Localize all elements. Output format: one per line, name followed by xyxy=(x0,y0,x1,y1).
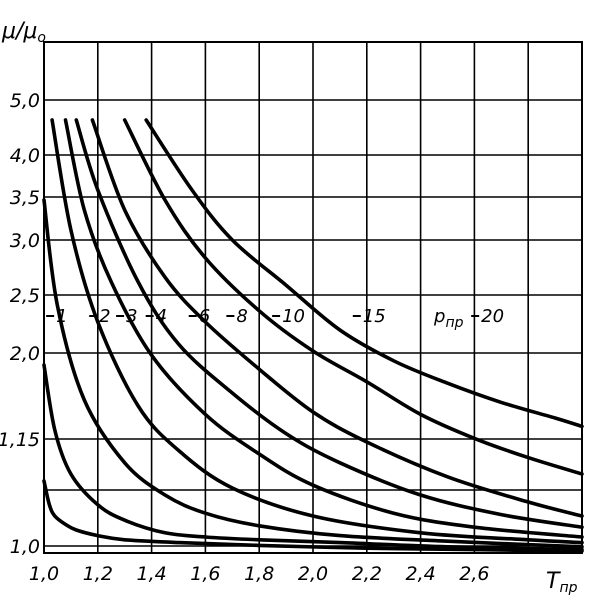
x-tick-label: 1,0 xyxy=(29,563,59,585)
series-label-15: 15 xyxy=(363,306,386,327)
series-line-1 xyxy=(42,479,584,553)
x-tick-label: 2,0 xyxy=(298,563,328,585)
x-axis-label: T xyxy=(546,569,561,594)
y-tick-label: 4,0 xyxy=(10,145,40,167)
series-line-15 xyxy=(122,118,584,476)
y-tick-label: 1,0 xyxy=(10,536,40,558)
y-axis-label: μ/μ xyxy=(1,19,37,44)
svg-text:pпр: pпр xyxy=(433,306,464,331)
y-axis-label-subscript: o xyxy=(37,30,46,46)
x-tick-label: 1,8 xyxy=(244,563,274,585)
y-tick-label: 3,5 xyxy=(10,187,40,209)
plot-frame xyxy=(43,41,583,554)
y-tick-label: 2,5 xyxy=(10,285,40,307)
x-tick-label: 1,2 xyxy=(83,563,113,585)
series-label-2: 2 xyxy=(99,306,110,327)
series-label-8: 8 xyxy=(236,306,247,327)
x-tick-label: 2,4 xyxy=(405,563,435,585)
curves xyxy=(42,118,584,553)
x-tick-label: 1,6 xyxy=(190,563,220,585)
tick-labels: 1,0 1,2 1,4 1,6 1,8 2,0 2,2 2,4 2,6 1,0 1,15 2,0 2,5… xyxy=(0,90,490,585)
series-line-20 xyxy=(144,118,584,429)
y-tick-label: 2,0 xyxy=(10,343,40,365)
series-line-4 xyxy=(50,118,584,545)
series-line-6 xyxy=(63,118,584,539)
series-label-4: 4 xyxy=(156,306,167,327)
series-label-1: 1 xyxy=(56,306,67,327)
svg-text:Tпр: Tпр xyxy=(546,569,578,596)
x-axis-title: Tпр xyxy=(546,569,578,596)
series-line-10 xyxy=(90,118,584,518)
parameter-label: p xyxy=(433,306,445,327)
x-tick-label: 2,6 xyxy=(459,563,489,585)
x-axis-label-subscript: пр xyxy=(559,580,577,596)
series-label-6: 6 xyxy=(199,306,210,327)
curve-labels: 1 2 3 4 6 8 10 15 20 xyxy=(46,306,504,327)
svg-text:μ/μo: μ/μo xyxy=(1,19,46,46)
x-tick-label: 2,2 xyxy=(352,563,382,585)
parameter-title: pпр xyxy=(433,306,464,331)
y-axis-title: μ/μo xyxy=(1,19,46,46)
series-label-20: 20 xyxy=(481,306,504,327)
y-tick-label: 5,0 xyxy=(10,90,40,112)
series-line-2 xyxy=(42,363,584,552)
y-tick-label: 1,15 xyxy=(0,429,40,451)
series-line-3 xyxy=(42,198,584,549)
y-tick-label: 3,0 xyxy=(10,230,40,252)
series-line-8 xyxy=(74,118,584,529)
series-label-3: 3 xyxy=(126,306,137,327)
parameter-label-subscript: пр xyxy=(445,315,463,331)
x-tick-label: 1,4 xyxy=(136,563,166,585)
series-label-10: 10 xyxy=(282,306,305,327)
